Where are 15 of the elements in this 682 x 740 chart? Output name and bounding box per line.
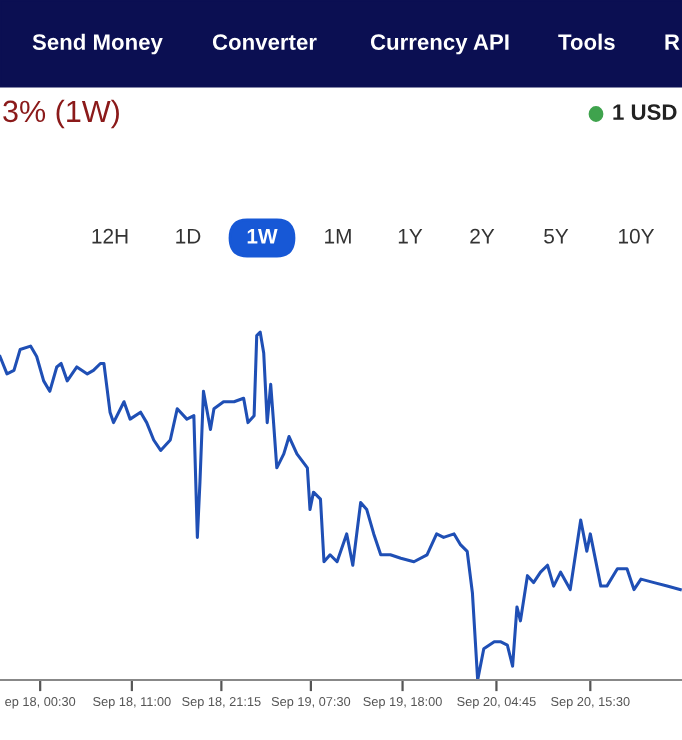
text: 1W — [247, 229, 278, 244]
text: 12H — [92, 228, 128, 244]
text: 1 USD — [613, 104, 677, 120]
text: 5Y — [544, 229, 569, 244]
text: 10Y — [619, 228, 655, 244]
text: 1D — [176, 229, 201, 244]
text: R — [665, 34, 680, 50]
text: Tools — [558, 33, 615, 50]
text: Converter — [212, 34, 317, 50]
text: 1Y — [398, 229, 423, 244]
text: Send Money — [32, 33, 163, 55]
chart-subtitle: 3% (1W) — [3, 99, 119, 129]
text: 1M — [325, 229, 351, 244]
text: 2Y — [470, 228, 495, 244]
text: Currency API — [370, 34, 509, 55]
